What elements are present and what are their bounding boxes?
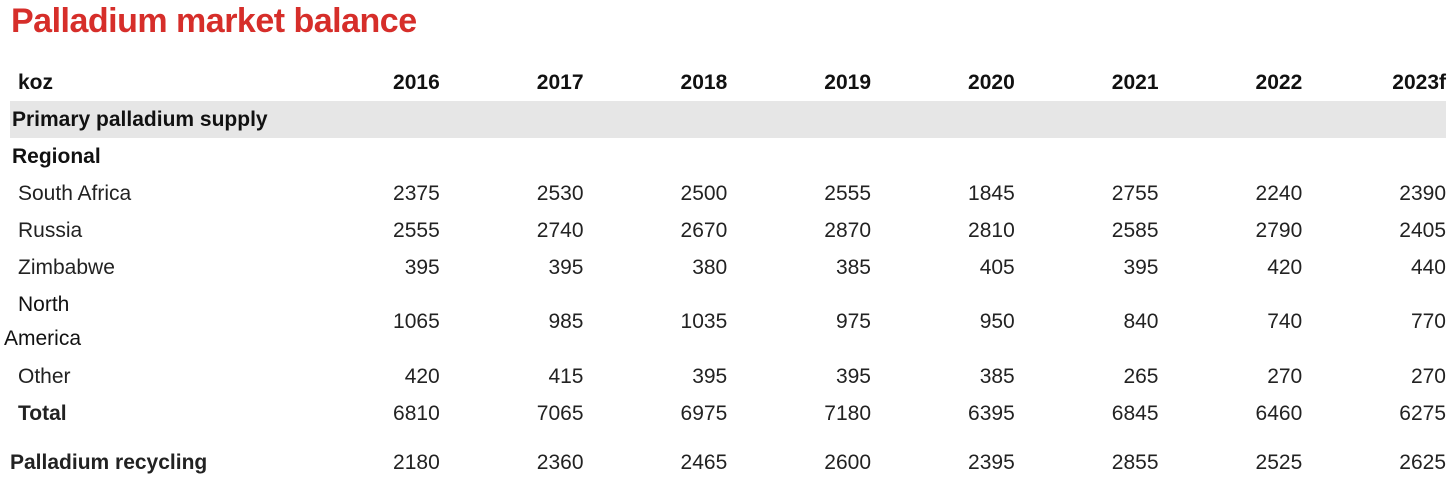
cell-value: 985 xyxy=(548,310,584,333)
cell-value: 2585 xyxy=(1111,218,1159,242)
cell-value: 6975 xyxy=(680,401,728,425)
cell-value: 2375 xyxy=(393,181,440,205)
row-label-wrap: North America xyxy=(4,288,296,356)
row-label: Zimbabwe xyxy=(18,255,115,279)
group-header-row: Regional xyxy=(10,138,1446,175)
table-row: North America 1065 985 1035 975 950 840 … xyxy=(4,286,1446,358)
row-label-line: America xyxy=(4,327,82,350)
spacer xyxy=(10,432,1446,444)
cell-value: 395 xyxy=(692,364,728,388)
year-header: 2023f xyxy=(1392,70,1446,94)
cell-value: 7180 xyxy=(824,401,871,425)
cell-value: 270 xyxy=(1267,364,1303,388)
cell-value: 2740 xyxy=(536,218,584,242)
cell-value: 2500 xyxy=(680,181,728,205)
year-header: 2021 xyxy=(1111,70,1159,94)
cell-value: 6395 xyxy=(968,401,1015,425)
cell-value: 2555 xyxy=(824,181,871,205)
section-header-row: Primary palladium supply xyxy=(10,101,1446,138)
cell-value: 2240 xyxy=(1255,181,1303,205)
cell-value: 415 xyxy=(548,364,584,388)
cell-value: 420 xyxy=(404,364,440,388)
cell-value: 2390 xyxy=(1399,181,1446,205)
recycling-row: Palladium recycling 2180 2360 2465 2600 … xyxy=(10,444,1446,482)
cell-value: 420 xyxy=(1267,255,1303,279)
row-label: Russia xyxy=(18,218,83,242)
cell-value: 2525 xyxy=(1255,451,1303,474)
cell-value: 975 xyxy=(835,310,871,333)
row-label: Other xyxy=(18,364,71,388)
table-row: Other 420 415 395 395 385 265 270 270 xyxy=(10,358,1446,395)
year-header: 2017 xyxy=(536,70,584,94)
cell-value: 740 xyxy=(1267,310,1303,333)
cell-value: 2600 xyxy=(824,451,871,474)
unit-header: koz xyxy=(18,70,54,94)
cell-value: 440 xyxy=(1410,255,1446,279)
year-header: 2016 xyxy=(393,70,440,94)
cell-value: 770 xyxy=(1410,310,1446,333)
header-row: koz 2016 2017 2018 2019 2020 2021 2022 2… xyxy=(10,64,1446,101)
section-header: Primary palladium supply xyxy=(10,101,1446,138)
cell-value: 2180 xyxy=(393,451,440,474)
cell-value: 265 xyxy=(1123,364,1159,388)
cell-value: 6275 xyxy=(1399,401,1446,425)
row-label: North America xyxy=(4,286,296,358)
cell-value: 395 xyxy=(1123,255,1159,279)
cell-value: 395 xyxy=(835,364,871,388)
cell-value: 2855 xyxy=(1111,451,1159,474)
cell-value: 405 xyxy=(979,255,1015,279)
cell-value: 1035 xyxy=(680,310,728,333)
cell-value: 2790 xyxy=(1255,218,1303,242)
row-label: Total xyxy=(18,401,67,425)
cell-value: 2395 xyxy=(968,451,1015,474)
cell-value: 2555 xyxy=(393,218,440,242)
row-label: Palladium recycling xyxy=(10,451,208,474)
year-header: 2018 xyxy=(680,70,728,94)
cell-value: 2755 xyxy=(1111,181,1159,205)
cell-value: 7065 xyxy=(536,401,584,425)
row-label: South Africa xyxy=(18,181,132,205)
cell-value: 6810 xyxy=(393,401,440,425)
market-balance-table: koz 2016 2017 2018 2019 2020 2021 2022 2… xyxy=(4,64,1446,482)
cell-value: 2360 xyxy=(536,451,584,474)
group-header: Regional xyxy=(12,144,101,168)
cell-value: 2405 xyxy=(1399,218,1446,242)
cell-value: 270 xyxy=(1410,364,1446,388)
cell-value: 2670 xyxy=(680,218,728,242)
cell-value: 380 xyxy=(692,255,728,279)
total-row: Total 6810 7065 6975 7180 6395 6845 6460… xyxy=(10,395,1446,432)
cell-value: 1065 xyxy=(393,310,440,333)
cell-value: 6845 xyxy=(1111,401,1159,425)
year-header: 2019 xyxy=(824,70,871,94)
cell-value: 385 xyxy=(979,364,1015,388)
cell-value: 2625 xyxy=(1399,451,1446,474)
cell-value: 840 xyxy=(1123,310,1159,333)
cell-value: 2465 xyxy=(680,451,728,474)
row-label-line: North xyxy=(18,293,70,316)
cell-value: 1845 xyxy=(968,181,1015,205)
cell-value: 950 xyxy=(979,310,1015,333)
cell-value: 395 xyxy=(404,255,440,279)
cell-value: 2810 xyxy=(968,218,1015,242)
spacer-row xyxy=(10,432,1446,444)
year-header: 2022 xyxy=(1255,70,1303,94)
year-header: 2020 xyxy=(968,70,1015,94)
cell-value: 6460 xyxy=(1255,401,1303,425)
table-row: Russia 2555 2740 2670 2870 2810 2585 279… xyxy=(10,212,1446,249)
cell-value: 2870 xyxy=(824,218,871,242)
cell-value: 2530 xyxy=(536,181,584,205)
page-title: Palladium market balance xyxy=(11,2,417,40)
table-row: Zimbabwe 395 395 380 385 405 395 420 440 xyxy=(10,249,1446,286)
table-row: South Africa 2375 2530 2500 2555 1845 27… xyxy=(10,175,1446,212)
cell-value: 385 xyxy=(835,255,871,279)
cell-value: 395 xyxy=(548,255,584,279)
